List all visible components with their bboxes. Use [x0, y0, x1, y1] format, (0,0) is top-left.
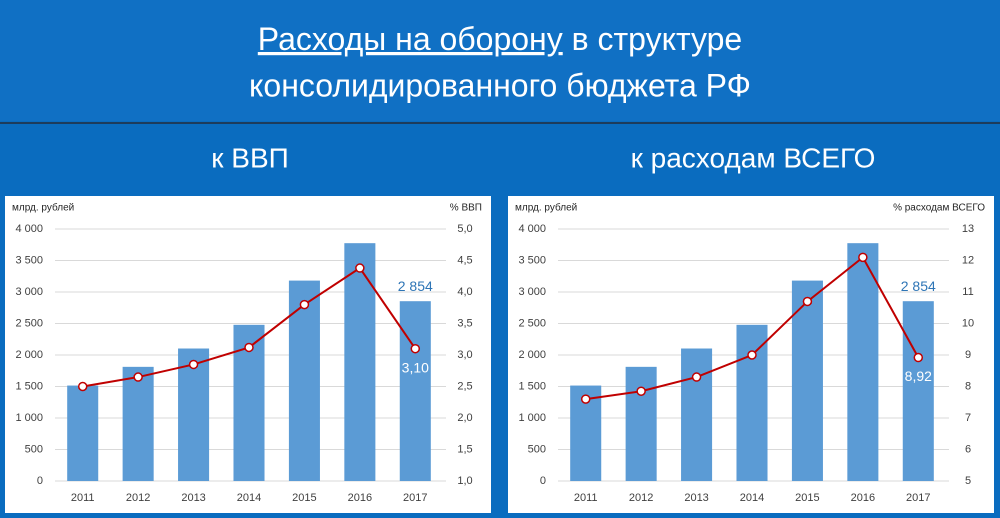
y-tick-label: 3 500: [15, 254, 43, 266]
y-tick-label: 1 000: [518, 412, 546, 424]
line-value-label: 3,10: [402, 359, 429, 375]
y-tick-label: 2 500: [15, 317, 43, 329]
bar: [344, 243, 376, 481]
y-tick-label: 0: [540, 475, 546, 487]
y2-tick-label: 13: [962, 223, 974, 235]
y2-tick-label: 3,5: [457, 317, 472, 329]
chart-title: к расходам ВСЕГО: [631, 142, 876, 173]
line-marker: [747, 350, 757, 360]
bar: [67, 385, 99, 481]
y-tick-label: 2 000: [15, 349, 43, 361]
bar: [736, 324, 768, 481]
y-tick-label: 500: [528, 443, 546, 455]
bar: [902, 301, 934, 481]
y2-tick-label: 8: [965, 380, 971, 392]
y-tick-label: 3 000: [518, 286, 546, 298]
y-tick-label: 4 000: [518, 223, 546, 235]
line-marker: [691, 372, 702, 382]
bar: [399, 301, 431, 481]
chart: к ВВП млрд. рублей % ВВП 0 500 1 000 1 500 2 00…: [5, 142, 491, 513]
y-tick-label: 4 000: [15, 223, 43, 235]
line-marker: [77, 381, 88, 392]
bar: [122, 366, 154, 481]
y2-tick-label: 7: [965, 412, 971, 424]
y2-tick-label: 2,0: [457, 412, 472, 424]
y2-tick-label: 9: [965, 349, 971, 361]
y2-tick-label: 11: [962, 286, 973, 298]
line-marker: [244, 342, 254, 353]
line-marker: [913, 352, 924, 363]
x-tick-label: 2011: [574, 492, 598, 504]
bar: [288, 280, 320, 481]
x-tick-label: 2016: [851, 492, 875, 504]
x-tick-label: 2015: [795, 492, 819, 504]
y-axis-label: млрд. рублей: [12, 202, 74, 214]
y2-axis-label: % ВВП: [450, 203, 482, 214]
y2-tick-label: 10: [962, 317, 974, 329]
line-value-label: 8,92: [905, 368, 932, 384]
line-marker: [188, 359, 199, 370]
y2-tick-label: 1,0: [457, 475, 472, 487]
line-marker: [580, 394, 591, 404]
y2-tick-label: 6: [965, 443, 971, 455]
title-rest: в структуре: [572, 21, 743, 57]
y-tick-label: 500: [25, 443, 43, 455]
bar: [625, 366, 657, 481]
y2-tick-label: 1,5: [457, 443, 472, 455]
chart-title: к ВВП: [211, 142, 289, 173]
header-title-line2: консолидированного бюджета РФ: [249, 67, 751, 103]
y2-axis-label: % расходам ВСЕГО: [893, 203, 985, 214]
x-tick-label: 2013: [684, 492, 708, 504]
y-tick-label: 1 000: [15, 412, 43, 424]
x-tick-label: 2015: [292, 492, 316, 504]
y-tick-label: 0: [37, 475, 43, 487]
line-marker: [410, 343, 421, 354]
y-tick-label: 2 500: [518, 317, 546, 329]
charts: к ВВП млрд. рублей % ВВП 0 500 1 000 1 500 2 00…: [5, 142, 994, 513]
x-tick-label: 2017: [906, 492, 930, 504]
y-tick-label: 3 500: [518, 254, 546, 266]
y2-tick-label: 5,0: [457, 223, 472, 235]
line-marker: [133, 372, 143, 382]
y-tick-label: 1 500: [518, 380, 546, 392]
x-tick-label: 2014: [740, 492, 764, 504]
y2-tick-label: 2,5: [457, 380, 472, 392]
bar-value-label: 2 854: [901, 278, 936, 294]
chart: к расходам ВСЕГО млрд. рублей % расходам В…: [508, 142, 994, 513]
header-band: [0, 0, 1000, 121]
y-tick-label: 3 000: [15, 286, 43, 298]
y-tick-label: 1 500: [15, 380, 43, 392]
line-marker: [858, 252, 868, 263]
bar: [847, 243, 879, 481]
y2-tick-label: 4,0: [457, 286, 472, 298]
title-underlined: Расходы на оборону: [258, 21, 563, 57]
x-tick-label: 2016: [348, 492, 372, 504]
line-marker: [802, 296, 813, 307]
bar: [681, 348, 713, 481]
y-axis-label: млрд. рублей: [515, 202, 577, 214]
x-tick-label: 2017: [403, 492, 427, 504]
line-marker: [355, 263, 365, 273]
x-tick-label: 2013: [181, 492, 205, 504]
bar: [791, 280, 823, 481]
y-tick-label: 2 000: [518, 349, 546, 361]
bar: [178, 348, 210, 481]
x-tick-label: 2012: [629, 492, 653, 504]
x-tick-label: 2011: [71, 492, 95, 504]
line-marker: [299, 299, 310, 310]
bar-value-label: 2 854: [398, 278, 433, 294]
y2-tick-label: 4,5: [457, 254, 472, 266]
line-marker: [636, 386, 646, 396]
y2-tick-label: 3,0: [457, 349, 472, 361]
header-title: Расходы на оборону в структуре: [258, 21, 742, 57]
y2-tick-label: 5: [965, 475, 971, 487]
y2-tick-label: 12: [962, 254, 974, 266]
x-tick-label: 2014: [237, 492, 261, 504]
x-tick-label: 2012: [126, 492, 150, 504]
